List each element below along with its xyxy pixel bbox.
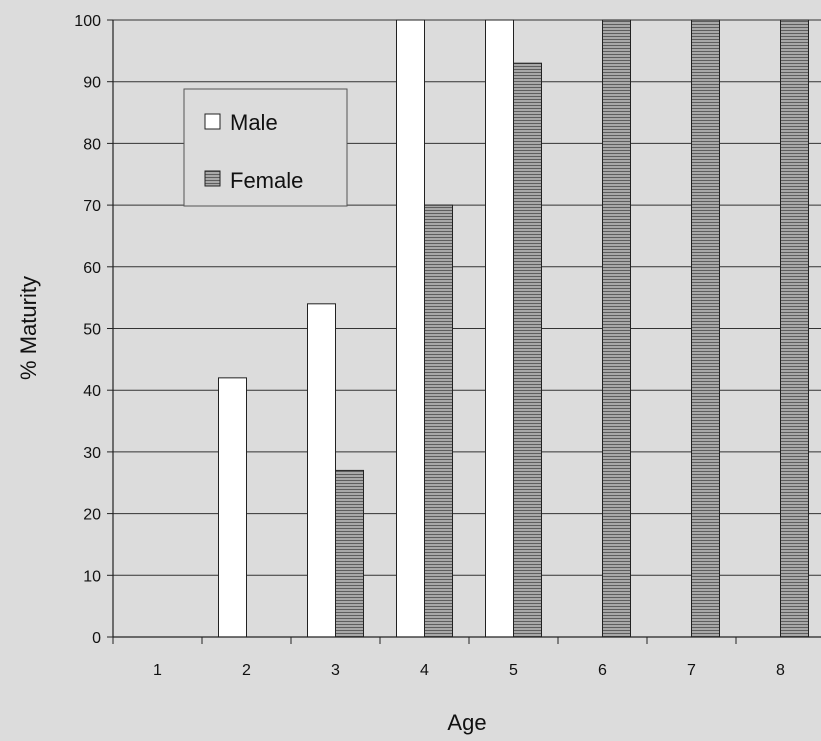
bar-male-age-4 [396,19,425,638]
legend-swatch-female [204,170,221,187]
y-tick-label-40: 40 [83,383,101,400]
x-tick-label-6: 6 [598,662,607,679]
x-tick-label-1: 1 [153,662,162,679]
bar-female-age-5 [513,62,542,638]
y-tick-label-50: 50 [83,322,101,339]
x-tick-label-5: 5 [509,662,518,679]
bar-male-age-5 [485,19,514,638]
y-tick-label-0: 0 [92,630,101,647]
y-tick-label-30: 30 [83,445,101,462]
x-tick-label-4: 4 [420,662,429,679]
y-tick-labels: 0 10 20 30 40 50 60 70 80 90 100 [74,13,101,647]
bar-male-age-3 [307,303,336,638]
bar-female-age-4 [424,204,453,638]
legend-swatch-male [204,113,221,130]
legend-label-female: Female [230,168,303,193]
y-tick-label-70: 70 [83,198,101,215]
x-tick-label-3: 3 [331,662,340,679]
x-tick-label-2: 2 [242,662,251,679]
bar-female-age-8 [780,19,809,638]
x-tick-labels: 1 2 3 4 5 6 7 8 [153,662,785,679]
bar-female-age-6 [602,19,631,638]
bar-female-age-7 [691,19,720,638]
legend-label-male: Male [230,110,278,135]
y-tick-label-60: 60 [83,260,101,277]
axes [107,19,821,644]
bars [218,19,809,638]
y-tick-label-90: 90 [83,75,101,92]
bar-female-age-3 [335,469,364,638]
y-tick-label-20: 20 [83,507,101,524]
y-tick-label-80: 80 [83,136,101,153]
y-tick-label-100: 100 [74,13,101,30]
legend: Male Female [183,88,348,207]
x-tick-label-7: 7 [687,662,696,679]
x-tick-label-8: 8 [776,662,785,679]
x-axis-title: Age [447,710,486,735]
bar-male-age-2 [218,377,247,638]
y-axis-title: % Maturity [16,276,41,380]
y-tick-label-10: 10 [83,568,101,585]
